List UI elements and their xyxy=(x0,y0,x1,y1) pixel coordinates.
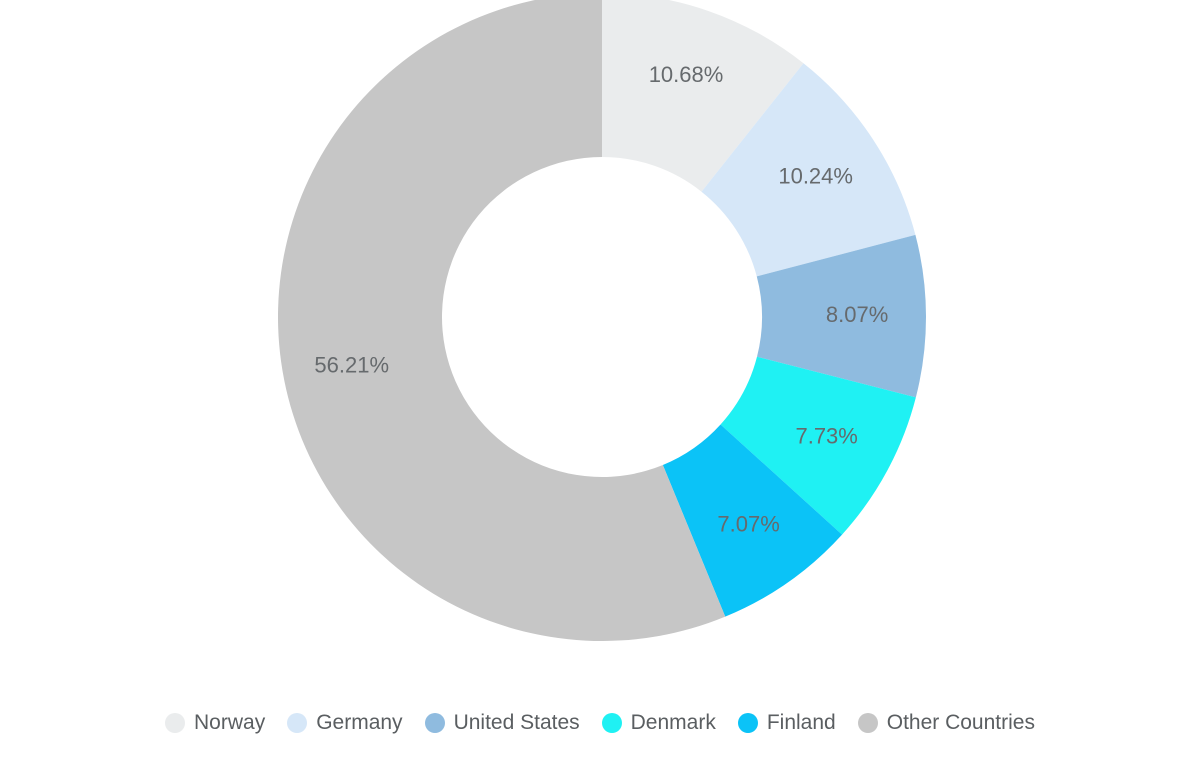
legend-item-norway[interactable]: Norway xyxy=(165,711,265,735)
legend-item-label: Denmark xyxy=(630,711,716,734)
legend-item-label: Germany xyxy=(316,711,403,734)
legend-swatch-icon xyxy=(601,713,622,733)
legend-item-finland[interactable]: Finland xyxy=(737,711,836,735)
donut-slice-denmark[interactable] xyxy=(720,356,916,535)
legend-swatch-icon xyxy=(424,713,445,733)
legend-item-other-countries[interactable]: Other Countries xyxy=(857,711,1035,735)
legend-swatch-icon xyxy=(165,713,186,733)
legend-item-label: United States xyxy=(453,711,580,734)
donut-slice-other-countries[interactable] xyxy=(278,0,726,641)
legend-swatch-icon xyxy=(287,713,308,733)
slice-value-label-finland: 7.07% xyxy=(717,512,779,537)
slice-value-label-other-countries: 56.21% xyxy=(314,352,389,377)
legend-item-label: Norway xyxy=(194,711,266,734)
donut-slice-germany[interactable] xyxy=(701,63,916,277)
slice-value-label-germany: 10.24% xyxy=(778,163,853,188)
legend-item-united-states[interactable]: United States xyxy=(424,711,580,735)
slice-value-label-united-states: 8.07% xyxy=(826,302,888,327)
legend-item-label: Other Countries xyxy=(886,711,1035,734)
slice-value-label-norway: 10.68% xyxy=(649,62,724,87)
slice-value-label-denmark: 7.73% xyxy=(795,424,857,449)
legend-item-germany[interactable]: Germany xyxy=(287,711,403,735)
donut-slices xyxy=(278,0,926,641)
legend-swatch-icon xyxy=(737,713,758,733)
legend-swatch-icon xyxy=(857,713,878,733)
donut-slice-norway[interactable] xyxy=(602,0,804,192)
legend-item-denmark[interactable]: Denmark xyxy=(601,711,716,735)
donut-slice-united-states[interactable] xyxy=(756,234,926,398)
donut-chart-svg: 10.68% 10.24% 8.07% 7.73% 7.07% 56.21% xyxy=(278,0,926,641)
donut-slice-finland[interactable] xyxy=(662,424,843,617)
donut-slice-labels: 10.68% 10.24% 8.07% 7.73% 7.07% 56.21% xyxy=(314,62,888,537)
chart-legend: Norway Germany United States Denmark Finland… xyxy=(0,698,1200,748)
legend-item-label: Finland xyxy=(766,711,836,734)
